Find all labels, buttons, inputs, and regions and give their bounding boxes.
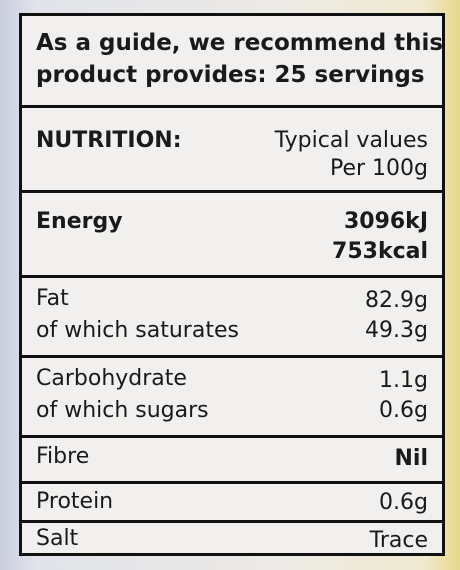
energy-row: Energy 3096kJ 753kcal [22,193,442,278]
energy-kcal-value: 753kcal [332,239,428,264]
nutrition-label: As a guide, we recommend this product pr… [19,13,445,556]
serving-text-line1: As a guide, we recommend this [36,30,444,56]
salt-row: Salt Trace [22,523,442,556]
protein-row: Protein 0.6g [22,484,442,523]
serving-text-line2: product provides: 25 servings [36,62,425,88]
carbohydrate-row: Carbohydrate of which sugars 1.1g 0.6g [22,358,442,438]
serving-info: As a guide, we recommend this product pr… [22,16,444,108]
nutrition-title: NUTRITION: [36,128,182,153]
sugars-label: of which sugars [36,398,209,423]
fat-label: Fat [36,286,69,311]
typical-values-label: Typical values [274,128,428,153]
protein-label: Protein [36,489,114,514]
fat-row: Fat of which saturates 82.9g 49.3g [22,278,442,358]
protein-value: 0.6g [379,490,428,515]
carbohydrate-value: 1.1g [379,368,428,393]
fibre-row: Fibre Nil [22,438,442,484]
fibre-value: Nil [394,446,429,471]
sugars-value: 0.6g [379,398,428,423]
salt-value: Trace [369,528,428,553]
per-100g-label: Per 100g [329,156,428,181]
nutrition-header: NUTRITION: Typical values Per 100g [22,108,442,193]
saturates-label: of which saturates [36,318,239,343]
salt-label: Salt [36,526,79,551]
energy-label: Energy [36,209,123,234]
energy-kj-value: 3096kJ [343,209,428,234]
saturates-value: 49.3g [365,318,428,343]
carbohydrate-label: Carbohydrate [36,366,187,391]
fat-value: 82.9g [365,288,428,313]
fibre-label: Fibre [36,444,90,469]
